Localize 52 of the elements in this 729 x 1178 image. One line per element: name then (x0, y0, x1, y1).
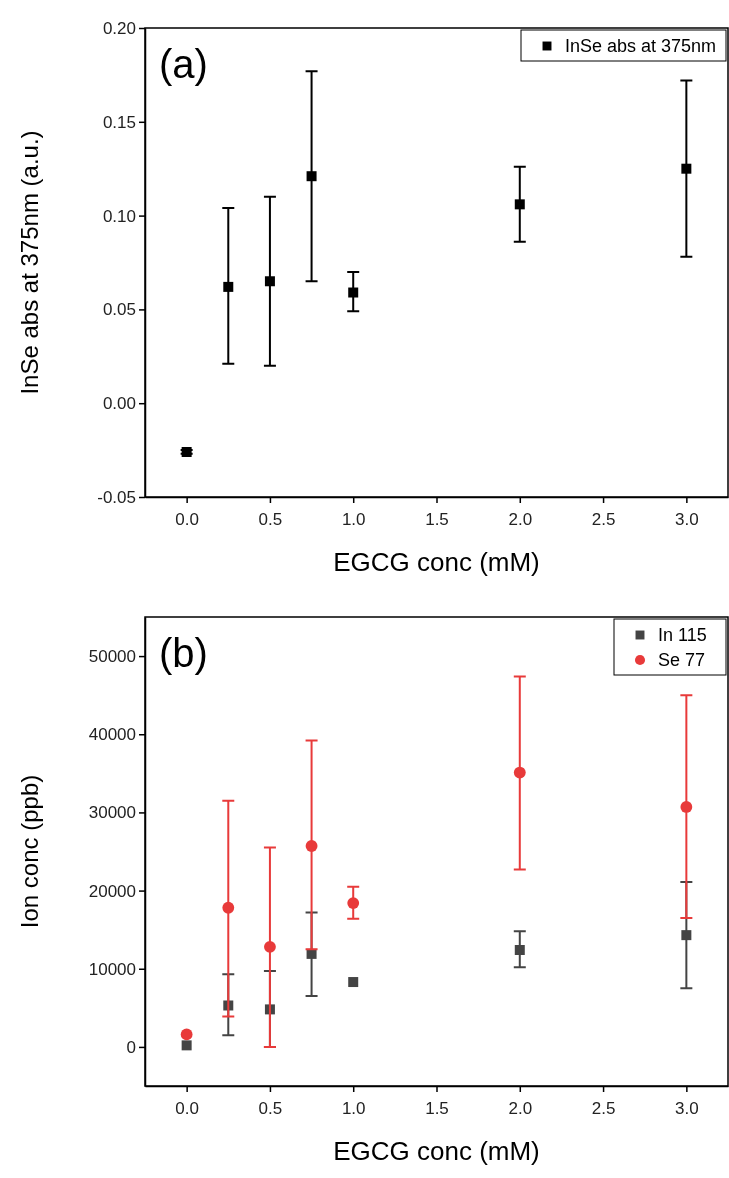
point (513, 766, 526, 779)
y-tick-label: 40000 (88, 725, 136, 745)
y-tick-label: -0.05 (97, 487, 136, 507)
x-axis-title: EGCG conc (mM) (333, 547, 540, 577)
point (514, 944, 525, 955)
x-tick-label: 3.0 (675, 1098, 699, 1118)
point (181, 1040, 192, 1051)
x-tick-label: 0.0 (175, 509, 199, 529)
point (222, 901, 235, 914)
y-axis-title: Ion conc (ppb) (16, 774, 43, 929)
y-tick-label: 30000 (88, 803, 136, 823)
y-tick-label: 0.15 (102, 112, 136, 132)
x-tick-label: 0.5 (258, 509, 283, 529)
legend-label: Se 77 (658, 650, 706, 670)
annotation: (a) (159, 42, 208, 86)
y-axis-title: InSe abs at 375nm (a.u.) (16, 130, 43, 395)
x-tick-label: 0.5 (258, 1098, 283, 1118)
point (223, 281, 234, 292)
x-tick-label: 0.0 (175, 1098, 199, 1118)
x-tick-label: 2.5 (591, 509, 616, 529)
y-tick-label: 0 (126, 1037, 136, 1057)
x-tick-label: 2.5 (591, 1098, 616, 1118)
annotation: (b) (159, 631, 208, 675)
point (347, 897, 360, 909)
x-axis-title: EGCG conc (mM) (333, 1136, 540, 1166)
point (305, 840, 318, 852)
y-tick-label: 10000 (88, 959, 136, 979)
legend-label: In 115 (658, 625, 707, 645)
point (514, 199, 525, 210)
y-tick-label: 0.00 (102, 394, 136, 414)
y-tick-label: 0.05 (102, 300, 136, 320)
point (264, 276, 275, 287)
point (680, 801, 693, 813)
x-tick-label: 1.0 (341, 509, 366, 529)
point (681, 163, 692, 174)
x-tick-label: 2.0 (508, 1098, 533, 1118)
y-tick-label: 0.10 (102, 206, 136, 226)
point (348, 977, 359, 988)
point (264, 940, 276, 953)
y-tick-label: 0.20 (102, 18, 136, 38)
point (681, 930, 692, 941)
y-tick-label: 20000 (88, 881, 136, 901)
legend-label: InSe abs at 375nm (565, 36, 717, 56)
x-tick-label: 1.0 (341, 1098, 366, 1118)
point (348, 287, 359, 298)
x-tick-label: 3.0 (675, 509, 699, 529)
x-tick-label: 2.0 (508, 509, 533, 529)
point (180, 1028, 193, 1041)
x-tick-label: 1.5 (425, 509, 449, 529)
x-tick-label: 1.5 (425, 1098, 449, 1118)
y-tick-label: 50000 (88, 647, 136, 667)
point (306, 171, 317, 182)
